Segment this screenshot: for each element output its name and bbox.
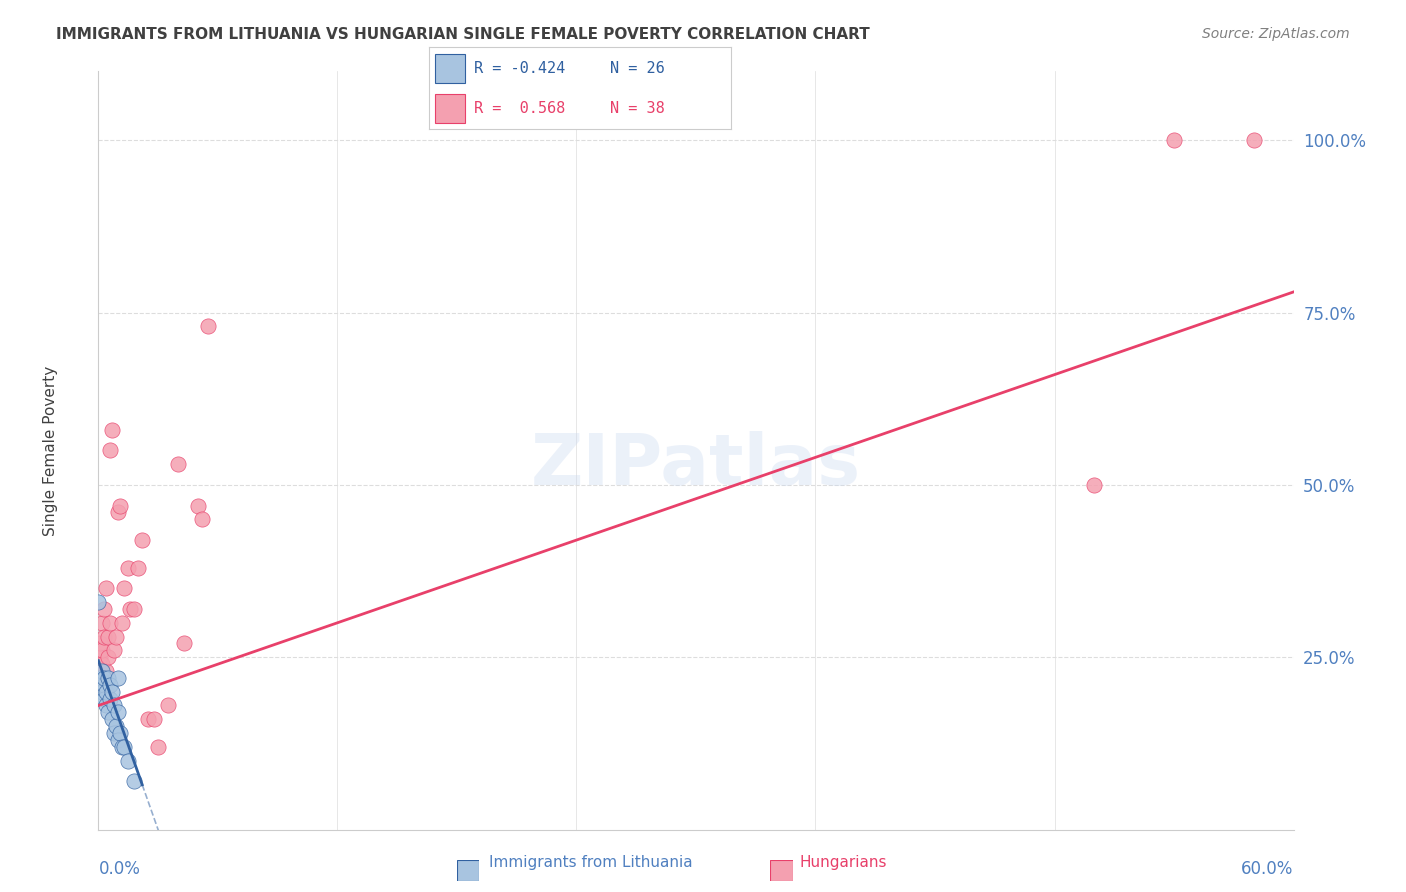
Point — [89, 650, 111, 665]
Point — [97, 650, 120, 665]
Point — [191, 512, 214, 526]
Point — [167, 457, 190, 471]
Point — [98, 443, 122, 458]
Text: N = 38: N = 38 — [610, 101, 665, 115]
FancyBboxPatch shape — [434, 54, 465, 83]
Point — [110, 726, 132, 740]
Point — [1243, 133, 1265, 147]
Point — [101, 423, 124, 437]
Text: Hungarians: Hungarians — [800, 855, 887, 870]
Point — [96, 698, 118, 713]
FancyBboxPatch shape — [434, 94, 465, 123]
Point — [98, 678, 122, 692]
Text: 0.0%: 0.0% — [98, 860, 141, 878]
Point — [91, 684, 114, 698]
Point — [91, 643, 114, 657]
Text: IMMIGRANTS FROM LITHUANIA VS HUNGARIAN SINGLE FEMALE POVERTY CORRELATION CHART: IMMIGRANTS FROM LITHUANIA VS HUNGARIAN S… — [56, 27, 870, 42]
Point — [105, 630, 128, 644]
Text: Immigrants from Lithuania: Immigrants from Lithuania — [489, 855, 692, 870]
Text: ZIPatlas: ZIPatlas — [531, 431, 860, 500]
Point — [87, 595, 110, 609]
Point — [91, 657, 114, 672]
Point — [117, 560, 139, 574]
Point — [103, 643, 125, 657]
Point — [93, 602, 115, 616]
Point — [112, 582, 135, 596]
Point — [89, 636, 111, 650]
Point — [98, 691, 122, 706]
Point — [107, 733, 129, 747]
Point — [96, 684, 118, 698]
Point — [103, 726, 125, 740]
Text: N = 26: N = 26 — [610, 62, 665, 76]
Point — [103, 698, 125, 713]
Point — [101, 684, 124, 698]
FancyBboxPatch shape — [457, 860, 479, 881]
Point — [157, 698, 180, 713]
Point — [117, 754, 139, 768]
Point — [1163, 133, 1185, 147]
Point — [1083, 478, 1105, 492]
Point — [131, 533, 153, 547]
Point — [173, 636, 195, 650]
Point — [93, 678, 115, 692]
Point — [107, 706, 129, 720]
Point — [124, 774, 146, 789]
Point — [107, 506, 129, 520]
Text: 60.0%: 60.0% — [1241, 860, 1294, 878]
Point — [112, 739, 135, 754]
Point — [127, 560, 149, 574]
Point — [87, 671, 110, 685]
Point — [111, 739, 134, 754]
Text: Source: ZipAtlas.com: Source: ZipAtlas.com — [1202, 27, 1350, 41]
Point — [93, 630, 115, 644]
FancyBboxPatch shape — [770, 860, 793, 881]
Point — [91, 664, 114, 678]
Text: R = -0.424: R = -0.424 — [474, 62, 565, 76]
Point — [187, 499, 209, 513]
Point — [120, 602, 142, 616]
Point — [97, 630, 120, 644]
Text: Single Female Poverty: Single Female Poverty — [44, 366, 58, 535]
Point — [97, 706, 120, 720]
Point — [107, 671, 129, 685]
Point — [136, 712, 159, 726]
Point — [98, 615, 122, 630]
Point — [91, 615, 114, 630]
Point — [105, 719, 128, 733]
Point — [110, 499, 132, 513]
Text: R =  0.568: R = 0.568 — [474, 101, 565, 115]
Point — [124, 602, 146, 616]
Point — [143, 712, 166, 726]
Point — [96, 664, 118, 678]
Point — [101, 712, 124, 726]
Point — [197, 319, 219, 334]
Point — [93, 671, 115, 685]
Point — [93, 691, 115, 706]
Point — [97, 671, 120, 685]
Point — [111, 615, 134, 630]
Point — [96, 582, 118, 596]
Point — [148, 739, 170, 754]
Point — [89, 671, 111, 685]
